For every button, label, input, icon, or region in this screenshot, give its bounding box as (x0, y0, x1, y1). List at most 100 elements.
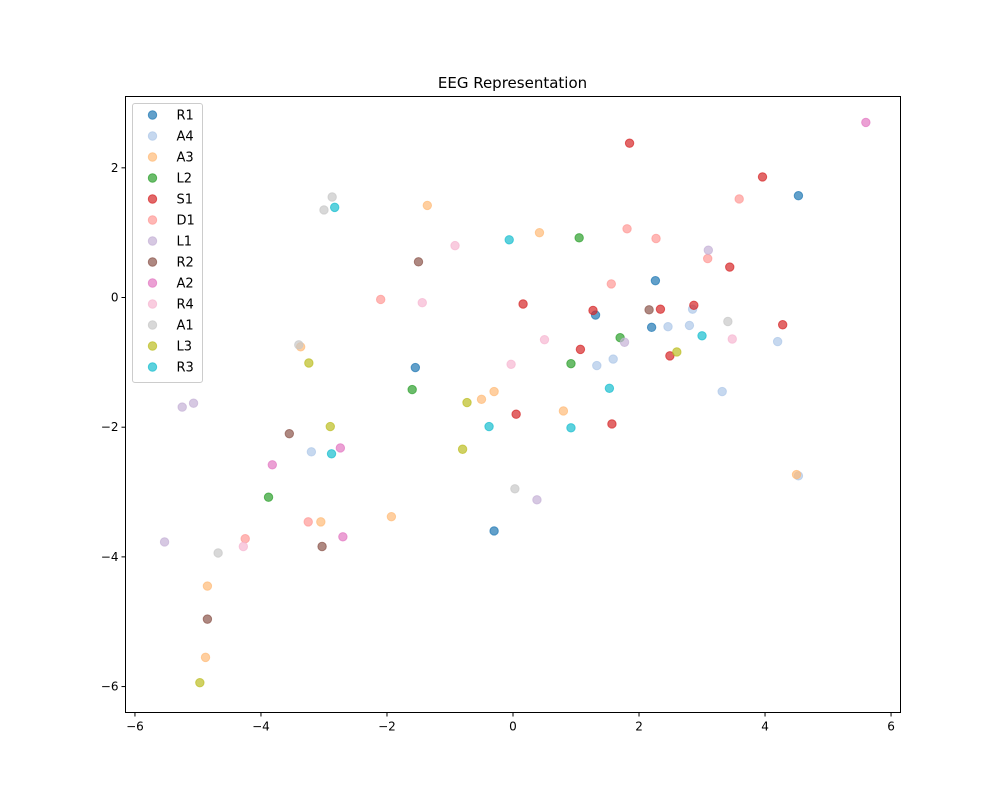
point-l2 (407, 384, 417, 395)
point-d1 (240, 534, 250, 544)
legend-marker (147, 278, 158, 288)
point-r3 (326, 449, 337, 459)
point-s1 (624, 138, 635, 148)
point-r3 (504, 235, 514, 245)
point-a3 (316, 517, 326, 527)
point-a3 (558, 406, 569, 416)
legend-label: A1 (177, 319, 194, 334)
point-a4 (592, 360, 602, 371)
legend-label: L1 (177, 235, 193, 250)
point-r1 (489, 526, 499, 536)
x-tick-label: −4 (252, 720, 270, 734)
point-r1 (410, 362, 421, 373)
legend-marker (147, 131, 158, 141)
legend-marker (147, 215, 158, 225)
point-r4 (417, 297, 427, 308)
point-r4 (238, 541, 249, 552)
point-a4 (608, 354, 618, 364)
point-a3 (200, 652, 211, 663)
point-s1 (655, 304, 666, 314)
legend-marker (147, 236, 158, 246)
legend-label: A3 (177, 151, 194, 166)
y-tick-label: 2 (111, 161, 119, 175)
legend-label: R2 (177, 256, 194, 271)
point-l1 (703, 245, 714, 255)
legend-marker (147, 110, 158, 120)
legend-marker (147, 341, 158, 351)
x-tick-label: 2 (635, 720, 643, 734)
point-l3 (304, 358, 314, 368)
legend-marker (147, 194, 158, 204)
point-s1 (725, 262, 735, 272)
legend-label: R3 (177, 361, 194, 376)
y-tick-label: −4 (101, 550, 119, 564)
point-a1 (510, 484, 520, 494)
point-s1 (575, 344, 586, 355)
point-d1 (734, 194, 744, 204)
point-a1 (213, 548, 223, 558)
point-a3 (386, 511, 397, 522)
legend-label: A4 (177, 130, 194, 145)
point-l1 (619, 337, 630, 347)
point-l1 (188, 398, 199, 408)
x-tick-label: 4 (761, 720, 769, 734)
point-a2 (267, 460, 278, 470)
point-a2 (338, 532, 348, 542)
point-r3 (697, 331, 707, 341)
legend-label: L2 (177, 172, 193, 187)
point-r3 (329, 202, 340, 213)
legend-marker (147, 257, 158, 267)
point-r1 (650, 275, 661, 286)
point-s1 (588, 305, 598, 316)
point-r3 (604, 383, 615, 393)
point-s1 (511, 409, 521, 419)
x-tick-label: −6 (126, 720, 144, 734)
legend-marker (147, 362, 158, 372)
y-tick-label: 0 (111, 291, 119, 305)
point-r4 (506, 359, 516, 369)
point-a4 (717, 386, 727, 397)
legend-label: R4 (177, 298, 194, 313)
scatter-points (159, 117, 871, 688)
point-l3 (325, 421, 335, 432)
point-r2 (202, 614, 213, 624)
axes-frame (125, 96, 901, 713)
x-tick-label: −2 (378, 720, 396, 734)
point-s1 (757, 172, 768, 182)
point-a1 (294, 340, 304, 350)
point-s1 (607, 419, 617, 429)
point-s1 (665, 351, 675, 361)
point-l3 (457, 444, 468, 454)
point-l2 (574, 233, 584, 243)
point-a4 (684, 320, 695, 331)
point-a4 (663, 321, 673, 332)
point-l2 (566, 358, 576, 369)
point-l2 (263, 492, 274, 502)
point-r2 (284, 428, 295, 439)
point-d1 (702, 253, 713, 264)
point-l1 (159, 537, 170, 547)
chart-title: EEG Representation (438, 74, 587, 92)
point-a1 (319, 205, 329, 215)
legend-box (132, 103, 203, 383)
point-a1 (723, 316, 733, 327)
point-r2 (317, 541, 327, 552)
point-d1 (303, 517, 313, 527)
point-r2 (644, 305, 654, 315)
legend-marker (147, 152, 158, 162)
point-d1 (375, 294, 386, 305)
legend-marker (147, 299, 158, 309)
point-a2 (335, 443, 346, 453)
point-r4 (450, 240, 460, 251)
point-s1 (689, 300, 699, 310)
point-a3 (791, 469, 802, 480)
point-s1 (777, 320, 788, 330)
point-r4 (539, 334, 550, 345)
legend-marker (147, 173, 158, 183)
point-a3 (534, 227, 545, 238)
legend-label: R1 (177, 109, 194, 124)
point-a3 (202, 581, 213, 591)
point-r3 (484, 421, 494, 432)
x-tick-label: 6 (887, 720, 895, 734)
point-d1 (622, 224, 632, 234)
